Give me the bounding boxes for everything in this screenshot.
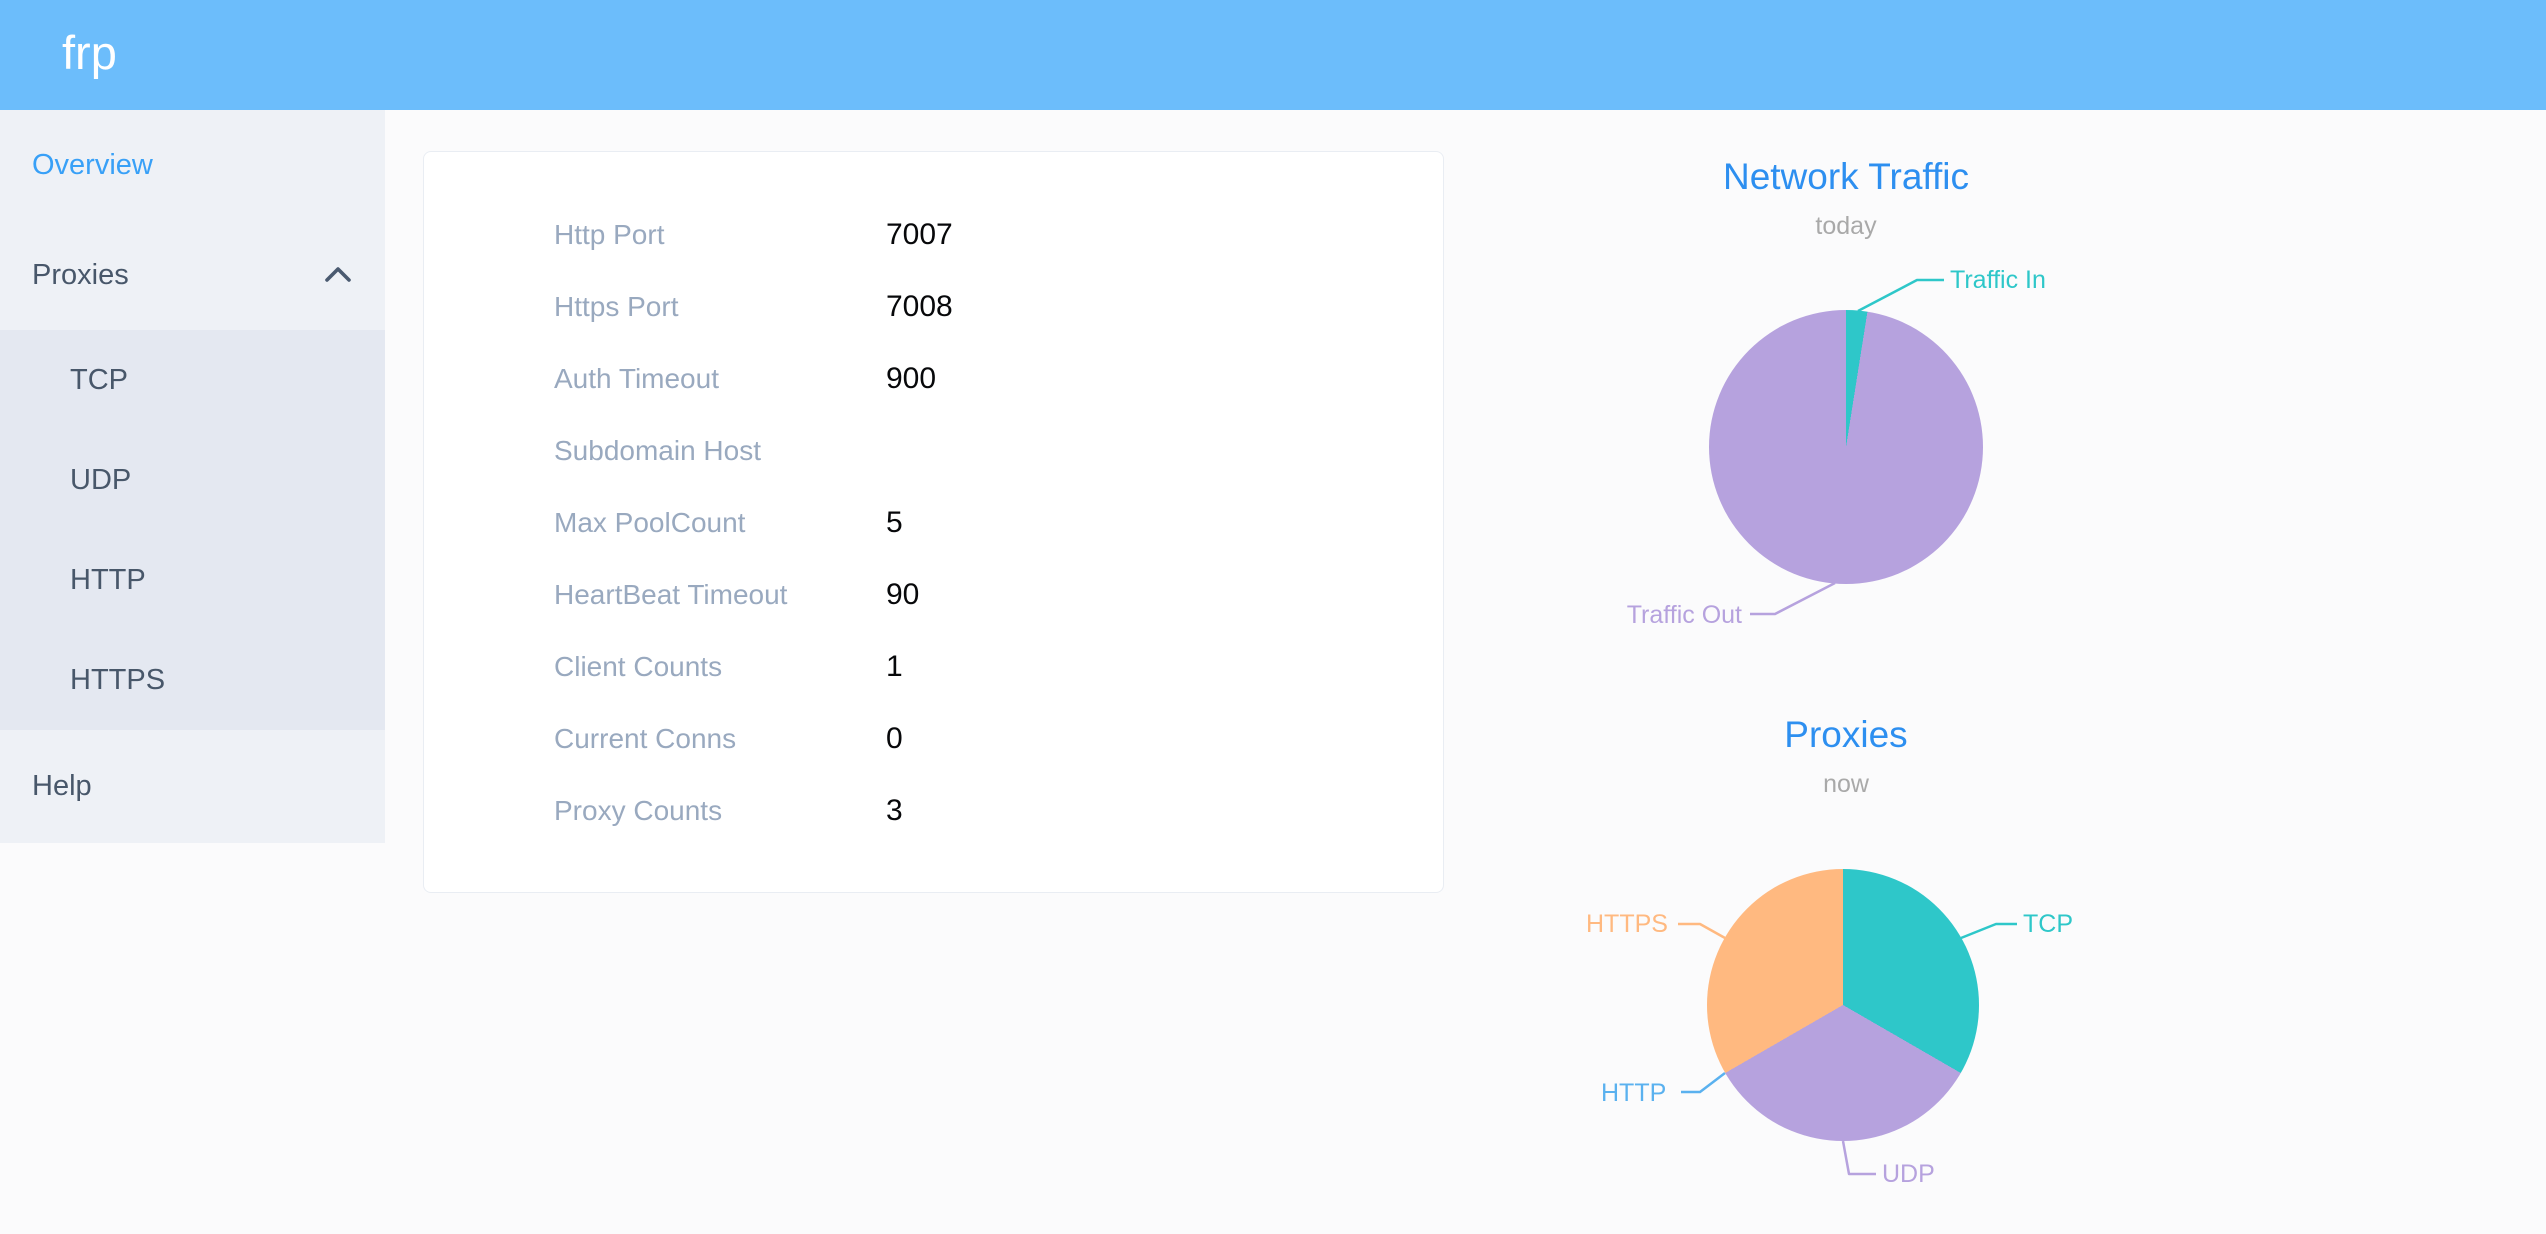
app-logo: frp [62,26,117,79]
overview-row-client-counts: Client Counts 1 [424,648,1443,686]
sidebar: Overview Proxies TCP UDP HTTP HTTPS Help [0,110,385,843]
proxies-submenu: TCP UDP HTTP HTTPS [0,330,385,730]
network-traffic-pie[interactable] [1709,310,1983,584]
server-config-card: Http Port 7007 Https Port 7008 Auth Timeout 9… [423,151,1444,893]
proxies-pie[interactable] [1707,869,1979,1141]
proxies-chart-subtitle: now [1823,770,1869,798]
http-leader-line [1681,1072,1726,1094]
sidebar-item-https-label: HTTPS [70,663,166,696]
overview-row-label: Client Counts [554,651,723,682]
chevron-up-icon [325,267,351,282]
pie-label-http: HTTP [1601,1079,1667,1107]
overview-row-max-poolcount: Max PoolCount 5 [424,504,1443,542]
overview-row-subdomain-host: Subdomain Host [424,432,1443,470]
overview-row-value: 1 [886,650,903,683]
overview-row-value: 7007 [886,218,953,251]
overview-row-value: 3 [886,794,903,827]
pie-label-tcp: TCP [2023,910,2073,938]
overview-row-auth-timeout: Auth Timeout 900 [424,360,1443,398]
proxies-chart-title: Proxies [1784,714,1908,755]
overview-row-label: HeartBeat Timeout [554,579,788,610]
sidebar-item-overview-label: Overview [32,148,153,181]
overview-row-label: Max PoolCount [554,507,746,538]
overview-row-value: 90 [886,578,920,611]
sidebar-item-help-label: Help [32,770,92,802]
pie-label-udp: UDP [1882,1160,1935,1188]
overview-row-current-conns: Current Conns 0 [424,720,1443,758]
udp-leader-line [1841,1140,1876,1176]
tcp-leader-line [1960,922,2017,940]
overview-row-value: 7008 [886,290,953,323]
overview-row-label: Https Port [554,291,679,322]
sidebar-item-udp-label: UDP [70,463,132,496]
overview-row-https-port: Https Port 7008 [424,288,1443,326]
overview-row-http-port: Http Port 7007 [424,216,1443,254]
network-traffic-title: Network Traffic [1722,156,1970,197]
overview-row-value: 900 [886,362,937,395]
sidebar-item-http-label: HTTP [70,563,146,596]
overview-row-value: 5 [886,506,903,539]
sidebar-item-udp[interactable]: UDP [0,430,385,530]
traffic-out-leader-line [1750,581,1836,616]
https-leader-line [1678,922,1726,940]
sidebar-item-http[interactable]: HTTP [0,530,385,630]
sidebar-item-proxies[interactable]: Proxies [0,220,385,330]
overview-row-label: Http Port [554,219,665,250]
overview-row-label: Subdomain Host [554,435,762,466]
overview-row-proxy-counts: Proxy Counts 3 [424,792,1443,830]
overview-row-label: Current Conns [554,723,737,754]
pie-label-traffic-in: Traffic In [1950,266,2046,294]
pie-label-https: HTTPS [1586,910,1668,938]
header-bar: frp [0,0,2546,110]
sidebar-item-proxies-label: Proxies [32,258,129,291]
sidebar-item-https[interactable]: HTTPS [0,630,385,730]
sidebar-item-help[interactable]: Help [0,730,385,843]
traffic-in-leader-line [1857,278,1944,313]
overview-row-label: Proxy Counts [554,795,723,826]
sidebar-item-overview[interactable]: Overview [0,110,385,220]
sidebar-item-tcp-label: TCP [70,363,128,396]
sidebar-item-tcp[interactable]: TCP [0,330,385,430]
pie-label-traffic-out: Traffic Out [1626,601,1742,629]
overview-row-label: Auth Timeout [554,363,719,394]
overview-row-value: 0 [886,722,903,755]
network-traffic-subtitle: today [1815,212,1877,240]
overview-row-heartbeat-timeout: HeartBeat Timeout 90 [424,576,1443,614]
